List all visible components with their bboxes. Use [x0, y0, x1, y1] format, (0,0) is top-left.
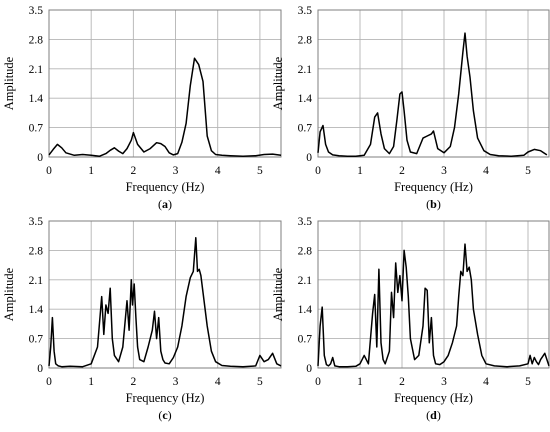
- caption-paren-close: ): [168, 408, 172, 422]
- y-tick-label: 0: [37, 152, 43, 164]
- y-tick-label: 3.5: [298, 216, 313, 228]
- caption-letter: c: [162, 408, 168, 422]
- caption-paren-close: ): [437, 197, 441, 211]
- x-tick-label: 5: [525, 376, 531, 388]
- series-line: [48, 237, 282, 368]
- caption-paren-open: (: [158, 408, 162, 422]
- x-axis-title: Frequency (Hz): [126, 391, 205, 405]
- chart-panel-c: 0 1 2 3 4 5 0 0.7 1.4 2.1 2.8 3.5 Amplitude Frequency…: [2, 216, 282, 422]
- y-tick-label: 0: [306, 152, 312, 164]
- series-line: [317, 32, 548, 157]
- y-tick-label: 0.7: [29, 123, 44, 135]
- caption-letter: a: [162, 197, 168, 211]
- panel-caption: (c): [158, 408, 171, 422]
- x-tick-label: 4: [215, 165, 221, 177]
- x-tick-label: 1: [357, 165, 363, 177]
- y-tick-label: 2.8: [29, 245, 44, 257]
- x-tick-label: 0: [315, 165, 321, 177]
- x-tick-label: 0: [46, 165, 52, 177]
- y-tick-label: 0: [306, 363, 312, 375]
- caption-paren-open: (: [426, 408, 430, 422]
- panel-caption: (b): [426, 197, 441, 211]
- chart-panel-d: 0 1 2 3 4 5 0 0.7 1.4 2.1 2.8 3.5 Amplitude Frequency…: [271, 216, 550, 422]
- y-tick-label: 1.4: [298, 93, 313, 105]
- y-tick-label: 0.7: [298, 123, 313, 135]
- y-tick-label: 2.1: [29, 275, 44, 287]
- x-tick-label: 4: [215, 376, 221, 388]
- y-tick-label: 2.1: [298, 64, 313, 76]
- y-tick-label: 2.1: [29, 64, 44, 76]
- y-tick-label: 2.8: [298, 34, 313, 46]
- plot-frame: [317, 220, 550, 369]
- y-tick-label: 1.4: [29, 304, 44, 316]
- x-tick-label: 4: [483, 165, 489, 177]
- y-tick-label: 2.8: [29, 34, 44, 46]
- caption-paren-open: (: [158, 197, 162, 211]
- y-tick-label: 2.1: [298, 275, 313, 287]
- caption-letter: d: [430, 408, 437, 422]
- panel-caption: (a): [158, 197, 172, 211]
- y-axis-title: Amplitude: [271, 267, 285, 321]
- x-axis-title: Frequency (Hz): [394, 180, 473, 194]
- y-axis-title: Amplitude: [2, 267, 16, 321]
- x-tick-label: 2: [399, 165, 405, 177]
- x-tick-label: 1: [88, 376, 94, 388]
- y-tick-label: 0: [37, 363, 43, 375]
- x-tick-label: 5: [257, 165, 263, 177]
- x-tick-label: 0: [315, 376, 321, 388]
- x-tick-label: 1: [357, 376, 363, 388]
- x-tick-label: 3: [441, 376, 447, 388]
- y-axis-title: Amplitude: [2, 56, 16, 110]
- y-tick-label: 0.7: [298, 334, 313, 346]
- x-tick-label: 3: [173, 376, 179, 388]
- x-tick-label: 1: [88, 165, 94, 177]
- chart-panel-a: 0 1 2 3 4 5 0 0.7 1.4 2.1 2.8 3.5 Amplitude Frequency…: [2, 5, 282, 211]
- caption-paren-close: ): [437, 408, 441, 422]
- series-line: [48, 57, 282, 157]
- chart-panel-b: 0 1 2 3 4 5 0 0.7 1.4 2.1 2.8 3.5 Amplitude Frequency…: [271, 5, 550, 211]
- panel-caption: (d): [426, 408, 441, 422]
- y-tick-label: 0.7: [29, 334, 44, 346]
- x-tick-label: 3: [173, 165, 179, 177]
- y-tick-label: 3.5: [298, 5, 313, 17]
- caption-paren-open: (: [426, 197, 430, 211]
- x-tick-label: 2: [130, 165, 136, 177]
- y-tick-label: 3.5: [29, 216, 44, 228]
- plot-frame: [317, 9, 550, 158]
- x-tick-label: 4: [483, 376, 489, 388]
- caption-paren-close: ): [168, 197, 172, 211]
- y-axis-title: Amplitude: [271, 56, 285, 110]
- x-tick-label: 2: [130, 376, 136, 388]
- x-axis-title: Frequency (Hz): [394, 391, 473, 405]
- x-tick-label: 2: [399, 376, 405, 388]
- x-tick-label: 3: [441, 165, 447, 177]
- plot-frame: [48, 220, 282, 369]
- y-tick-label: 2.8: [298, 245, 313, 257]
- series-line: [317, 243, 550, 368]
- x-tick-label: 0: [46, 376, 52, 388]
- caption-letter: b: [430, 197, 437, 211]
- x-tick-label: 5: [525, 165, 531, 177]
- x-tick-label: 5: [257, 376, 263, 388]
- plot-frame: [48, 9, 282, 158]
- y-tick-label: 3.5: [29, 5, 44, 17]
- y-tick-label: 1.4: [29, 93, 44, 105]
- y-tick-label: 1.4: [298, 304, 313, 316]
- x-axis-title: Frequency (Hz): [126, 180, 205, 194]
